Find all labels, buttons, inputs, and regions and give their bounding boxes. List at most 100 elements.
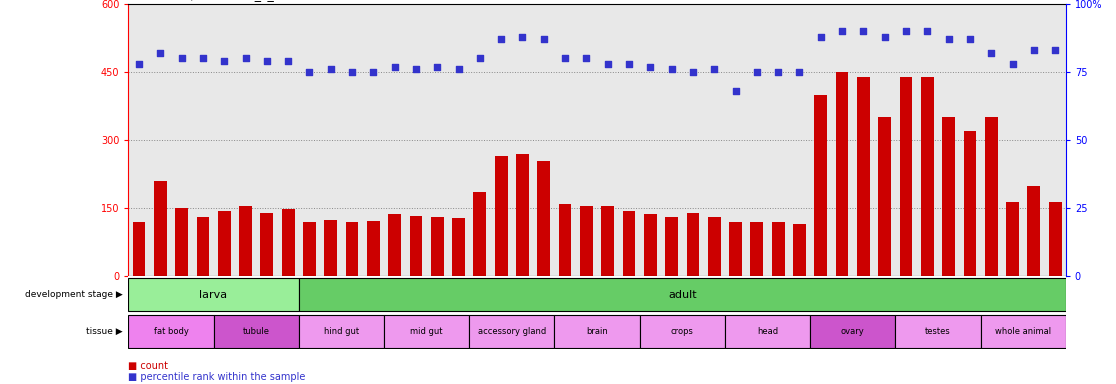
Point (429, 63, 446, 70)
Point (386, 63, 404, 70)
Text: adult: adult (668, 290, 696, 300)
Point (684, 69, 702, 75)
Point (961, 36, 979, 42)
Bar (325, 220, 337, 276)
Bar (128, 315, 213, 348)
Bar (644, 214, 656, 276)
Point (450, 66, 468, 72)
Bar (555, 315, 639, 348)
Point (1024, 47, 1042, 53)
Bar (602, 206, 614, 276)
Bar (580, 206, 593, 276)
Text: whole animal: whole animal (995, 327, 1051, 336)
Bar (963, 131, 976, 276)
Text: ovary: ovary (840, 327, 865, 336)
Point (940, 36, 958, 42)
Text: testes: testes (925, 327, 951, 336)
Point (471, 55, 489, 61)
Point (620, 61, 638, 67)
Point (556, 55, 574, 61)
Point (513, 33, 531, 40)
Point (300, 69, 318, 75)
Bar (899, 76, 913, 276)
Bar (260, 213, 273, 276)
Bar (218, 210, 231, 276)
Text: ■ count: ■ count (128, 361, 169, 371)
Bar (810, 315, 895, 348)
Point (982, 50, 1000, 56)
Bar (452, 218, 465, 276)
Bar (346, 222, 358, 276)
Point (131, 61, 148, 67)
Point (642, 63, 660, 70)
Text: mid gut: mid gut (411, 327, 443, 336)
Bar (384, 315, 469, 348)
Bar (815, 95, 827, 276)
Bar (639, 315, 725, 348)
Bar (836, 72, 848, 276)
Point (258, 58, 276, 64)
Point (535, 36, 552, 42)
Point (321, 66, 339, 72)
Point (918, 28, 936, 34)
Bar (793, 224, 806, 276)
Point (748, 69, 766, 75)
Point (834, 28, 852, 34)
Bar (299, 315, 384, 348)
Point (215, 58, 233, 64)
Bar (367, 221, 379, 276)
Bar (772, 222, 785, 276)
Point (365, 69, 383, 75)
Bar (299, 278, 1066, 311)
Bar (196, 217, 210, 276)
Point (343, 69, 360, 75)
Bar (281, 209, 295, 276)
Bar (984, 118, 998, 276)
Bar (469, 315, 555, 348)
Bar (128, 278, 299, 311)
Point (194, 55, 212, 61)
Text: tubule: tubule (242, 327, 270, 336)
Point (727, 88, 744, 94)
Point (663, 66, 681, 72)
Text: development stage ▶: development stage ▶ (25, 290, 123, 299)
Bar (878, 118, 891, 276)
Point (173, 55, 191, 61)
Bar (857, 76, 869, 276)
Bar (1028, 185, 1040, 276)
Bar (133, 222, 145, 276)
Bar (942, 118, 955, 276)
Point (492, 36, 510, 42)
Text: ■ percentile rank within the sample: ■ percentile rank within the sample (128, 372, 306, 382)
Point (769, 69, 787, 75)
Bar (213, 315, 299, 348)
Point (279, 58, 297, 64)
Point (599, 61, 617, 67)
Bar (175, 208, 187, 276)
Bar (708, 217, 721, 276)
Bar (895, 315, 981, 348)
Text: larva: larva (200, 290, 228, 300)
Bar (750, 222, 763, 276)
Bar (473, 192, 487, 276)
Bar (388, 214, 401, 276)
Point (1046, 47, 1064, 53)
Bar (154, 181, 166, 276)
Bar (410, 217, 422, 276)
Text: accessory gland: accessory gland (478, 327, 546, 336)
Point (855, 28, 873, 34)
Point (237, 55, 254, 61)
Text: GDS2784 / 1639205_s_at: GDS2784 / 1639205_s_at (128, 0, 287, 1)
Point (577, 55, 595, 61)
Bar (431, 217, 444, 276)
Bar (725, 315, 810, 348)
Point (152, 50, 170, 56)
Point (897, 28, 915, 34)
Point (705, 66, 723, 72)
Text: crops: crops (671, 327, 694, 336)
Bar (665, 217, 679, 276)
Bar (981, 315, 1066, 348)
Point (407, 66, 425, 72)
Point (811, 33, 829, 40)
Bar (921, 76, 934, 276)
